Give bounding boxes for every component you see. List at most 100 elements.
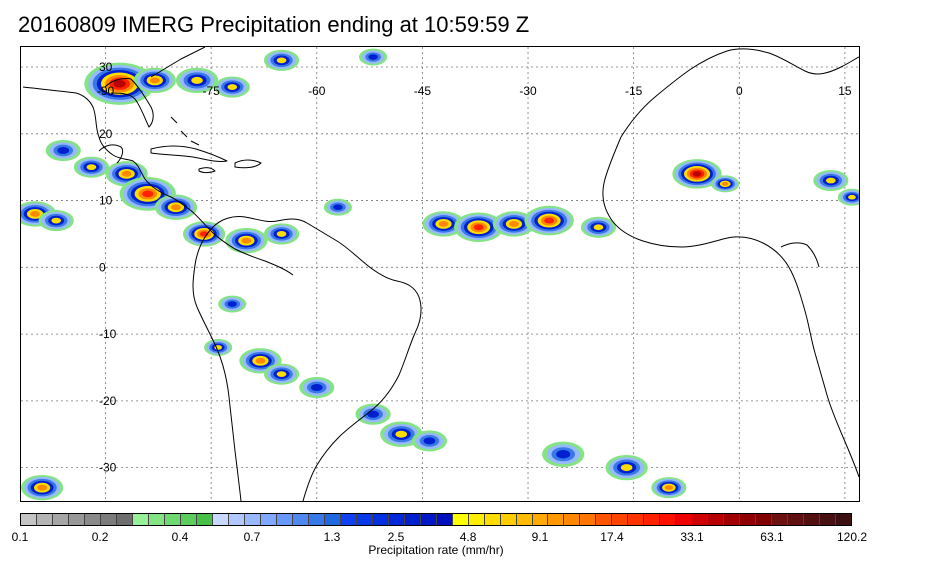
lon-label: -15 bbox=[625, 84, 643, 98]
grid-labels: -90 -75 -60 -45 -30 -15 0 15 30 20 10 0 -10 -20 -30 bbox=[97, 60, 852, 475]
colorbar-swatch bbox=[772, 514, 789, 525]
colorbar-swatch bbox=[724, 514, 741, 525]
precip-cell bbox=[454, 212, 504, 243]
precip-cell bbox=[21, 474, 64, 501]
precip-ring bbox=[30, 210, 40, 217]
precip-cell bbox=[299, 376, 335, 399]
coastline-hispaniola bbox=[234, 159, 262, 169]
precip-ring bbox=[333, 204, 343, 211]
lon-label: 0 bbox=[736, 84, 743, 98]
colorbar-swatch bbox=[21, 514, 37, 525]
precip-cell bbox=[225, 227, 268, 254]
colorbar-swatch bbox=[388, 514, 405, 525]
colorbar-swatch bbox=[148, 514, 165, 525]
precip-cell bbox=[119, 176, 176, 211]
colorbar-swatch bbox=[532, 514, 549, 525]
colorbar bbox=[20, 513, 852, 526]
precip-cell bbox=[813, 169, 849, 192]
colorbar-swatch bbox=[500, 514, 517, 525]
coastlines bbox=[22, 47, 859, 501]
lon-label: -30 bbox=[519, 84, 537, 98]
precip-ring bbox=[37, 484, 48, 491]
precip-ring bbox=[368, 54, 378, 60]
precip-ring bbox=[113, 79, 126, 88]
precip-ring bbox=[826, 177, 836, 184]
precip-cell bbox=[38, 210, 74, 232]
precip-ring bbox=[620, 464, 633, 472]
precip-ring bbox=[509, 221, 519, 227]
precip-cell bbox=[492, 211, 536, 237]
precip-cell bbox=[45, 139, 81, 162]
colorbar-swatch bbox=[68, 514, 85, 525]
precip-ring bbox=[121, 170, 132, 177]
colorbar-tick-label: 0.7 bbox=[243, 530, 261, 544]
precip-ring bbox=[423, 437, 436, 445]
precip-cell bbox=[355, 403, 391, 425]
colorbar-swatch bbox=[404, 514, 421, 525]
precip-ring bbox=[310, 383, 323, 392]
precipitation-layer bbox=[21, 48, 859, 501]
colorbar-swatch bbox=[756, 514, 773, 525]
colorbar-swatch bbox=[612, 514, 629, 525]
colorbar-tick-label: 1.3 bbox=[323, 530, 341, 544]
precip-cell bbox=[651, 477, 687, 499]
precip-cell bbox=[154, 194, 198, 220]
lat-label: 30 bbox=[99, 60, 113, 74]
precip-ring bbox=[556, 450, 571, 459]
colorbar-tick-label: 0.2 bbox=[91, 530, 109, 544]
colorbar-swatch bbox=[340, 514, 357, 525]
precip-ring bbox=[142, 190, 154, 198]
precip-cell bbox=[837, 188, 859, 206]
lon-label: 15 bbox=[838, 84, 852, 98]
precip-ring bbox=[57, 146, 70, 155]
coastline-south-america-west bbox=[192, 226, 242, 501]
lat-label: 20 bbox=[99, 127, 113, 141]
precip-ring bbox=[395, 430, 408, 438]
coastline-florida bbox=[104, 78, 154, 128]
precip-cell bbox=[605, 454, 648, 481]
colorbar-swatch bbox=[484, 514, 501, 525]
colorbar-swatch bbox=[436, 514, 453, 525]
precip-ring bbox=[241, 237, 252, 244]
precip-cell bbox=[182, 221, 226, 247]
precip-cell bbox=[263, 223, 300, 245]
precip-ring bbox=[473, 224, 484, 231]
precip-cell bbox=[204, 338, 233, 356]
precip-cell bbox=[263, 49, 300, 71]
precip-ring bbox=[255, 357, 266, 364]
coastline-us-east bbox=[150, 47, 206, 78]
precip-cell bbox=[218, 295, 247, 313]
lat-label: 10 bbox=[99, 194, 113, 208]
coastline-bahamas bbox=[170, 116, 200, 146]
colorbar-tick-label: 9.1 bbox=[531, 530, 549, 544]
precip-cell bbox=[105, 161, 148, 187]
colorbar-tick-label: 120.2 bbox=[836, 530, 868, 544]
colorbar-swatch bbox=[820, 514, 837, 525]
precip-ring bbox=[664, 485, 673, 491]
colorbar-swatch bbox=[452, 514, 469, 525]
colorbar-swatch bbox=[676, 514, 693, 525]
colorbar-swatch bbox=[308, 514, 325, 525]
precip-ring bbox=[692, 171, 702, 177]
colorbar-swatch bbox=[548, 514, 565, 525]
coastline-yucatan bbox=[98, 144, 124, 164]
map-canvas: -90 -75 -60 -45 -30 -15 0 15 30 20 10 0 -10 -20 -30 bbox=[21, 47, 859, 501]
precip-cell bbox=[263, 363, 300, 385]
precip-cell bbox=[524, 205, 574, 236]
colorbar-swatch bbox=[596, 514, 613, 525]
lon-label: -60 bbox=[308, 84, 326, 98]
colorbar-swatch bbox=[804, 514, 821, 525]
colorbar-swatch bbox=[292, 514, 309, 525]
precip-cell bbox=[359, 48, 388, 66]
colorbar-tick-label: 4.8 bbox=[459, 530, 477, 544]
colorbar-swatch bbox=[228, 514, 245, 525]
colorbar-swatch bbox=[740, 514, 757, 525]
precip-cell bbox=[380, 421, 423, 447]
colorbar-tick-label: 33.1 bbox=[680, 530, 704, 544]
lon-label: -45 bbox=[414, 84, 432, 98]
precip-ring bbox=[227, 301, 237, 307]
colorbar-swatch bbox=[164, 514, 181, 525]
colorbar-swatch bbox=[644, 514, 661, 525]
coastline-south-america bbox=[212, 216, 422, 501]
colorbar-swatch bbox=[180, 514, 197, 525]
